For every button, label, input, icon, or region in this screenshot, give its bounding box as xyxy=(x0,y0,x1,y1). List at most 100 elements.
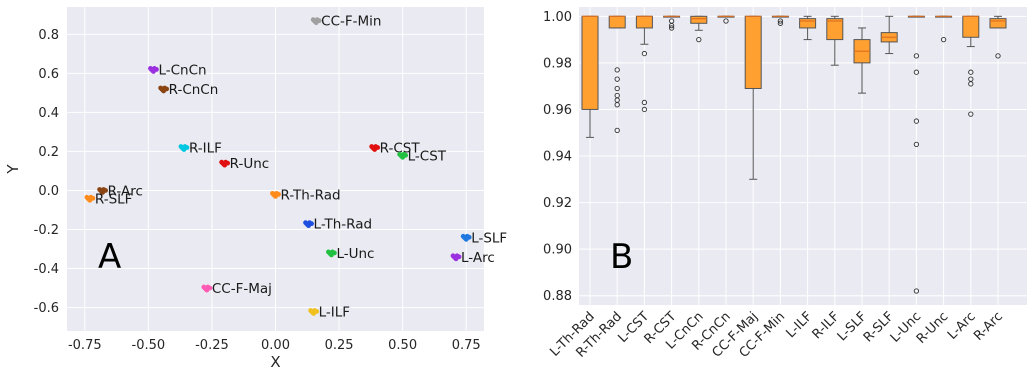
scatter-point-label: R-Th-Rad xyxy=(281,187,341,203)
scatter-x-tick-label: -0.75 xyxy=(68,338,102,353)
box-outlier xyxy=(668,22,675,29)
box-outlier xyxy=(913,288,920,294)
boxplot-boxes xyxy=(581,15,1007,294)
box-l-cst xyxy=(635,15,653,113)
scatter-marker xyxy=(271,191,276,197)
box-outlier xyxy=(614,85,620,92)
boxplot-x-tick-label: L-ILF xyxy=(783,309,815,341)
scatter-point-label: R-SLF xyxy=(95,191,133,207)
box-body xyxy=(989,18,1007,29)
box-l-unc xyxy=(907,15,925,294)
scatter-point-label: L-Arc xyxy=(461,250,495,266)
box-body xyxy=(799,18,817,29)
box-l-cncn xyxy=(690,15,708,43)
scatter-point-l-slf: L-SLF xyxy=(460,230,507,246)
scatter-x-tick-label: -0.50 xyxy=(132,338,166,353)
scatter-marker xyxy=(220,160,226,166)
box-outlier xyxy=(723,18,729,24)
scatter-point-label: R-ILF xyxy=(189,141,222,157)
scatter-point-l-unc: L-Unc xyxy=(326,246,374,262)
box-r-ilf xyxy=(826,15,844,66)
scatter-x-ticks: -0.75 -0.50 -0.25 0.00 0.25 0.50 0.75 xyxy=(68,338,481,353)
box-outlier xyxy=(968,69,974,75)
scatter-points: CC-F-Min L-CnCn R-CnCn R-ILF R-Unc R-CSTL-CST… xyxy=(84,14,507,320)
scatter-x-tick-label: -0.25 xyxy=(195,338,229,353)
scatter-point-l-cst: L-CST xyxy=(397,148,447,164)
box-r-cst xyxy=(663,15,681,31)
boxplot-x-tick-label: L-Arc xyxy=(945,309,979,343)
scatter-point-r-cst: R-CST xyxy=(369,141,420,157)
box-outlier xyxy=(614,67,620,73)
scatter-point-l-th-rad: L-Th-Rad xyxy=(303,217,372,233)
scatter-marker xyxy=(311,18,317,24)
scatter-y-tick-label: 0.2 xyxy=(38,145,59,160)
scatter-marker xyxy=(461,234,467,240)
scatter-point-cc-f-min: CC-F-Min xyxy=(310,14,382,30)
box-l-th-rad xyxy=(581,15,599,138)
box-r-slf xyxy=(880,15,898,55)
boxplot-y-tick-label: 0.96 xyxy=(543,103,572,118)
scatter-x-tick-label: 0.75 xyxy=(452,338,481,353)
scatter-y-axis-label: Y xyxy=(4,164,22,175)
scatter-point-label: CC-F-Min xyxy=(321,14,381,30)
box-outlier xyxy=(913,69,920,75)
panel-label-b: B xyxy=(610,237,633,277)
scatter-point-label: R-CST xyxy=(380,141,421,157)
box-cc-f-min xyxy=(771,15,789,26)
scatter-marker xyxy=(370,145,376,150)
scatter-x-tick-label: 0.50 xyxy=(388,338,417,353)
scatter-x-tick-label: 0.25 xyxy=(325,338,354,353)
box-body xyxy=(581,15,599,110)
scatter-point-r-th-rad: R-Th-Rad xyxy=(270,187,341,203)
scatter-point-r-cncn: R-CnCn xyxy=(158,82,218,98)
scatter-point-r-ilf: R-ILF xyxy=(178,141,222,157)
box-r-unc xyxy=(935,15,953,43)
scatter-point-cc-f-maj: CC-F-Maj xyxy=(201,281,272,297)
scatter-point-label: CC-F-Maj xyxy=(212,281,272,297)
scatter-point-r-arc: R-Arc xyxy=(97,183,143,199)
scatter-marker xyxy=(98,188,103,193)
scatter-marker xyxy=(202,285,208,291)
box-outlier xyxy=(614,102,620,108)
scatter-panel: -0.75 -0.50 -0.25 0.00 0.25 0.50 0.75 -0.6 -0.4… xyxy=(4,7,507,370)
boxplot-y-tick-label: 0.92 xyxy=(543,196,572,211)
box-r-arc xyxy=(989,15,1007,59)
scatter-y-ticks: -0.6 -0.4 -0.2 0.0 0.2 0.4 0.6 0.8 xyxy=(34,28,59,316)
boxplot-y-ticks: 0.88 0.90 0.92 0.94 0.96 0.98 1.00 xyxy=(543,10,572,304)
panel-label-a: A xyxy=(98,237,121,277)
scatter-marker xyxy=(159,86,165,92)
scatter-y-tick-label: -0.2 xyxy=(34,223,59,238)
scatter-marker xyxy=(398,152,404,158)
box-outlier xyxy=(641,106,648,113)
box-outlier xyxy=(777,20,784,26)
boxplot-x-tick-label: R-Arc xyxy=(971,309,1006,344)
scatter-point-l-arc: L-Arc xyxy=(450,250,495,266)
box-r-th-rad xyxy=(608,15,626,134)
box-outlier xyxy=(614,127,620,134)
scatter-point-label: R-Arc xyxy=(108,183,143,199)
boxplot-x-ticks: L-Th-RadR-Th-RadL-CSTR-CSTL-CnCnR-CnCnCC… xyxy=(547,309,1005,361)
scatter-point-label: R-CnCn xyxy=(169,82,219,98)
box-r-cncn xyxy=(717,15,735,24)
scatter-marker xyxy=(149,67,154,72)
box-outlier xyxy=(641,50,648,57)
box-body xyxy=(962,15,980,38)
box-body xyxy=(690,15,708,24)
box-outlier xyxy=(940,36,947,43)
scatter-point-l-cncn: L-CnCn xyxy=(148,62,207,78)
box-outlier xyxy=(696,36,702,43)
scatter-point-l-ilf: L-ILF xyxy=(308,304,350,320)
scatter-y-tick-label: -0.6 xyxy=(34,301,59,316)
box-outlier xyxy=(614,76,620,82)
box-body xyxy=(826,18,844,41)
box-outlier xyxy=(668,25,675,31)
scatter-gridlines xyxy=(67,7,484,331)
scatter-marker xyxy=(451,254,457,260)
boxplot-y-tick-label: 0.94 xyxy=(543,150,572,165)
scatter-x-tick-label: 0.00 xyxy=(261,338,290,353)
scatter-point-r-slf: R-SLF xyxy=(84,191,132,207)
box-outlier xyxy=(913,141,920,148)
boxplot-panel: 0.88 0.90 0.92 0.94 0.96 0.98 1.00 L-Th-RadR-T… xyxy=(543,7,1027,361)
scatter-point-label: L-Unc xyxy=(336,246,374,262)
